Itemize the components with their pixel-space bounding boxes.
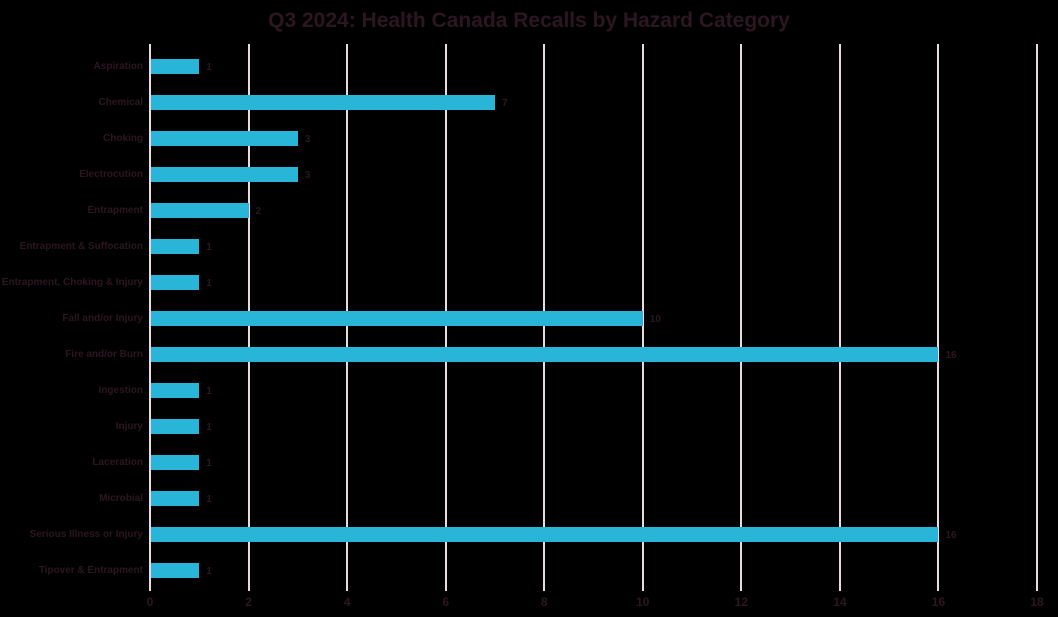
value-label: 2 bbox=[255, 205, 262, 217]
bar bbox=[151, 131, 298, 146]
bar bbox=[151, 275, 200, 290]
category-label: Injury bbox=[115, 420, 143, 432]
value-label: 1 bbox=[206, 61, 212, 73]
category-label: Entrapment & Suffocation bbox=[19, 240, 143, 252]
value-label: 1 bbox=[206, 493, 212, 505]
value-label: 3 bbox=[304, 133, 311, 145]
x-tick-label: 10 bbox=[636, 595, 650, 609]
bar bbox=[151, 383, 200, 398]
value-label: 1 bbox=[206, 241, 212, 253]
category-label: Fall and/or Injury bbox=[62, 312, 143, 324]
bar bbox=[151, 311, 643, 326]
x-tick-label: 0 bbox=[146, 595, 154, 609]
gridline bbox=[641, 44, 644, 591]
category-label: Microbial bbox=[99, 492, 143, 504]
bar bbox=[151, 563, 200, 578]
category-label: Serious Illness or Injury bbox=[29, 528, 143, 540]
value-label: 1 bbox=[206, 565, 212, 577]
gridline bbox=[1036, 44, 1039, 591]
bar bbox=[151, 347, 939, 362]
category-label: Choking bbox=[103, 132, 143, 144]
category-label: Entrapment bbox=[87, 204, 143, 216]
value-label: 1 bbox=[206, 385, 212, 397]
chart-title: Q3 2024: Health Canada Recalls by Hazard… bbox=[268, 9, 790, 32]
bar bbox=[151, 239, 200, 254]
value-label: 1 bbox=[206, 421, 212, 433]
category-label: Chemical bbox=[98, 96, 143, 108]
gridline bbox=[838, 44, 841, 591]
x-tick-label: 14 bbox=[833, 595, 847, 609]
value-label: 7 bbox=[501, 97, 508, 109]
bar bbox=[151, 491, 200, 506]
x-tick-label: 12 bbox=[734, 595, 749, 609]
x-tick-label: 8 bbox=[540, 595, 548, 609]
value-label: 3 bbox=[304, 169, 311, 181]
value-label: 16 bbox=[945, 349, 957, 361]
x-tick-label: 18 bbox=[1030, 595, 1044, 609]
category-label: Tipover & Entrapment bbox=[38, 564, 143, 576]
value-label: 10 bbox=[649, 313, 661, 325]
bar bbox=[151, 59, 200, 74]
bar bbox=[151, 95, 495, 110]
x-tick-label: 6 bbox=[442, 595, 450, 609]
category-label: Fire and/or Burn bbox=[65, 348, 143, 360]
category-label: Entrapment, Choking & Injury bbox=[1, 276, 143, 288]
category-label: Aspiration bbox=[93, 60, 143, 72]
value-label: 1 bbox=[206, 457, 212, 469]
bar bbox=[151, 455, 200, 470]
bar bbox=[151, 167, 298, 182]
category-label: Electrocution bbox=[79, 168, 143, 180]
gridline bbox=[149, 44, 151, 591]
bar bbox=[151, 527, 939, 542]
x-tick-label: 4 bbox=[343, 595, 351, 609]
bar bbox=[151, 203, 249, 218]
value-label: 16 bbox=[945, 529, 957, 541]
x-tick-label: 16 bbox=[931, 595, 946, 609]
category-label: Laceration bbox=[92, 456, 143, 468]
bar bbox=[151, 419, 200, 434]
value-label: 1 bbox=[206, 277, 212, 289]
x-tick-label: 2 bbox=[245, 595, 252, 609]
gridline bbox=[740, 44, 743, 591]
category-label: Ingestion bbox=[98, 384, 143, 396]
gridline bbox=[937, 44, 940, 591]
